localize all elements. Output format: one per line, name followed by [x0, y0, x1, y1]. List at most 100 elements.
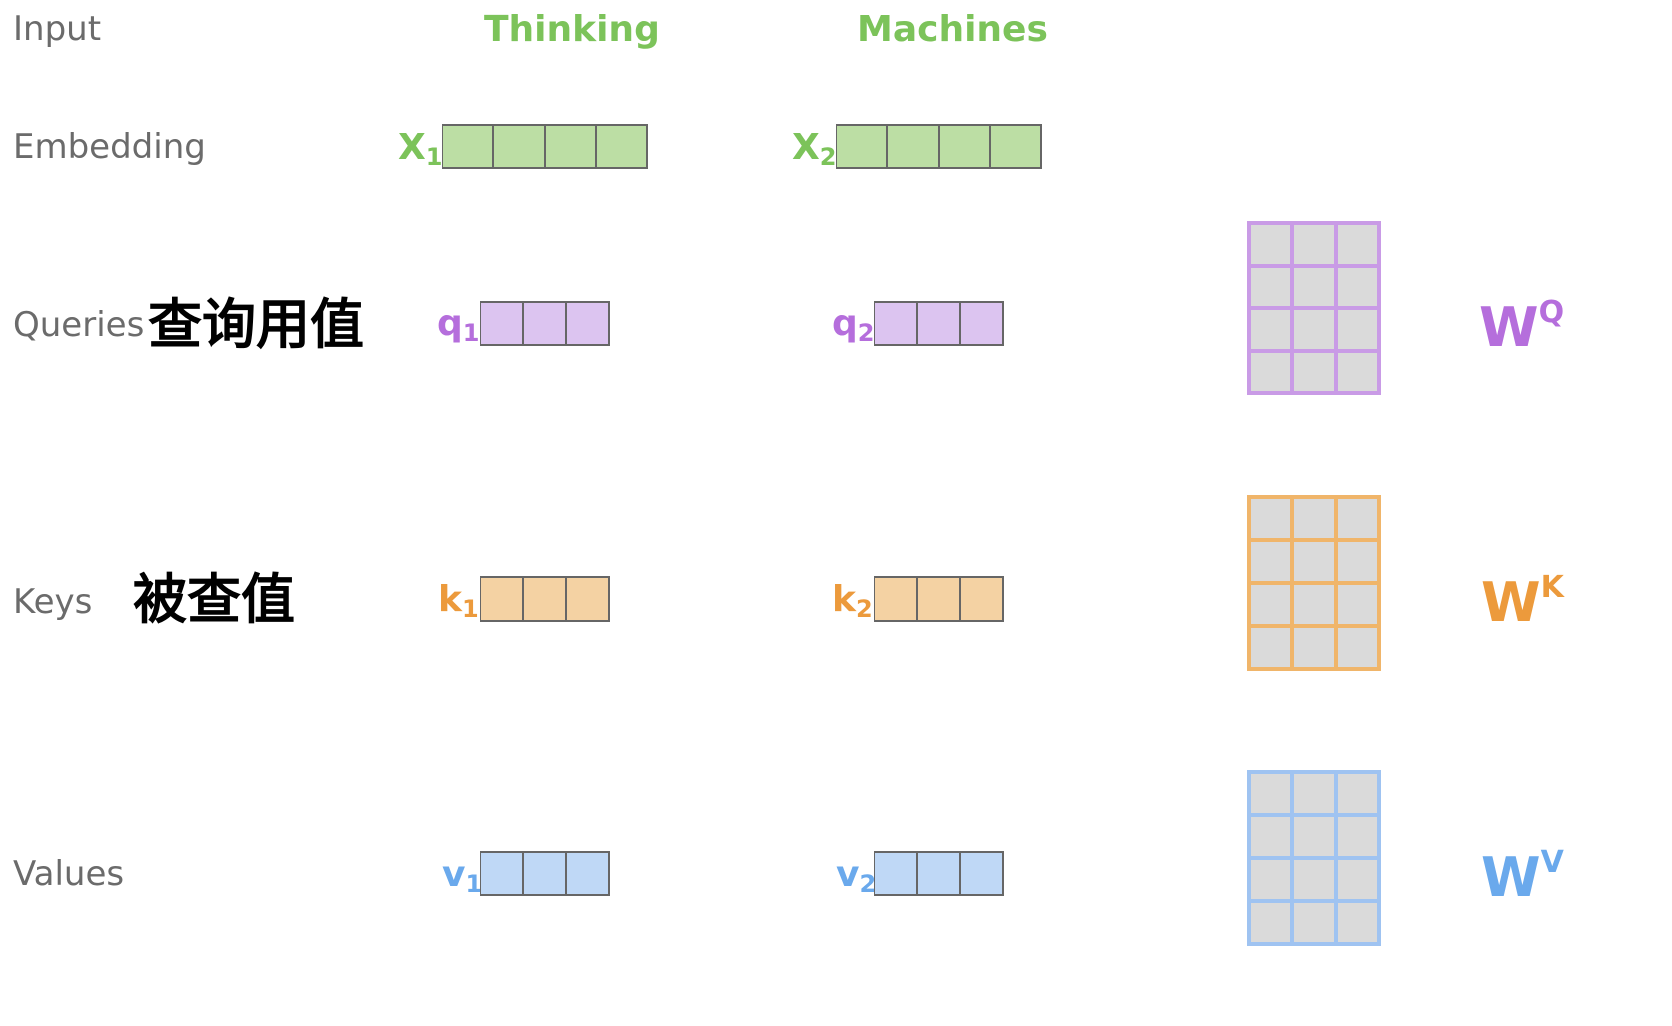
matrix-cell	[1251, 903, 1291, 942]
vector-cell	[888, 124, 940, 169]
matrix-cell	[1294, 903, 1334, 942]
x1-embedding-vector	[442, 124, 648, 169]
matrix-cell	[1337, 628, 1377, 667]
matrix-cell	[1251, 225, 1291, 264]
queries-chinese-annotation: 查询用值	[148, 293, 364, 356]
wq-weight-matrix	[1247, 221, 1381, 395]
v1-value-vector	[480, 851, 610, 896]
x1-subscript: 1	[425, 143, 443, 171]
row-label-values: Values	[13, 854, 125, 894]
q2-subscript: 2	[857, 319, 875, 347]
vector-cell	[481, 576, 524, 622]
matrix-cell	[1294, 352, 1334, 391]
k2-label: k2	[832, 582, 873, 622]
matrix-cell	[1337, 860, 1377, 899]
input-word-thinking: Thinking	[484, 9, 660, 50]
vector-cell	[918, 576, 961, 622]
matrix-cell	[1251, 542, 1291, 581]
vector-cell	[524, 301, 567, 346]
vector-cell	[990, 124, 1042, 169]
v2-base: v	[836, 854, 860, 895]
x2-subscript: 2	[819, 143, 837, 171]
matrix-cell	[1337, 542, 1377, 581]
v1-base: v	[442, 854, 466, 895]
vector-cell	[481, 851, 524, 896]
matrix-cell	[1294, 310, 1334, 349]
vector-cell	[875, 851, 918, 896]
wk-superscript: K	[1540, 570, 1564, 605]
v2-value-vector	[874, 851, 1004, 896]
matrix-cell	[1337, 774, 1377, 813]
matrix-cell	[1251, 860, 1291, 899]
input-word-machines: Machines	[857, 9, 1048, 50]
matrix-cell	[1337, 817, 1377, 856]
vector-cell	[566, 851, 610, 896]
vector-cell	[960, 851, 1004, 896]
matrix-cell	[1337, 352, 1377, 391]
matrix-cell	[1294, 817, 1334, 856]
matrix-cell	[1294, 585, 1334, 624]
matrix-cell	[1337, 310, 1377, 349]
matrix-cell	[1337, 585, 1377, 624]
wk-label: WK	[1481, 573, 1564, 630]
v1-label: v1	[442, 854, 483, 898]
keys-chinese-annotation: 被查值	[133, 568, 295, 631]
matrix-cell	[1294, 860, 1334, 899]
matrix-cell	[1251, 267, 1291, 306]
vector-cell	[524, 576, 567, 622]
row-label-embedding: Embedding	[13, 127, 206, 167]
matrix-cell	[1294, 628, 1334, 667]
vector-cell	[939, 124, 991, 169]
matrix-cell	[1337, 225, 1377, 264]
x1-base: X	[398, 127, 426, 168]
vector-cell	[566, 301, 610, 346]
vector-cell	[918, 851, 961, 896]
wq-base: W	[1479, 296, 1539, 359]
vector-cell	[443, 124, 495, 169]
vector-cell	[524, 851, 567, 896]
matrix-cell	[1251, 774, 1291, 813]
matrix-cell	[1294, 225, 1334, 264]
matrix-cell	[1251, 499, 1291, 538]
matrix-cell	[1251, 310, 1291, 349]
row-label-queries: Queries	[13, 305, 145, 345]
k1-subscript: 1	[461, 595, 479, 623]
v2-subscript: 2	[859, 870, 877, 898]
wq-superscript: Q	[1538, 295, 1565, 330]
matrix-cell	[1251, 817, 1291, 856]
vector-cell	[960, 576, 1004, 622]
vector-cell	[596, 124, 648, 169]
x2-base: X	[792, 127, 820, 168]
matrix-cell	[1294, 499, 1334, 538]
q2-query-vector	[874, 301, 1004, 346]
matrix-cell	[1251, 585, 1291, 624]
k1-base: k	[438, 579, 462, 620]
wv-label: WV	[1481, 848, 1564, 905]
vector-cell	[481, 301, 524, 346]
wv-base: W	[1481, 846, 1541, 909]
vector-cell	[494, 124, 546, 169]
q1-base: q	[437, 303, 463, 344]
v1-subscript: 1	[465, 870, 483, 898]
wk-base: W	[1481, 571, 1541, 634]
q1-subscript: 1	[462, 319, 480, 347]
x1-label: X1	[398, 127, 443, 171]
matrix-cell	[1337, 499, 1377, 538]
matrix-cell	[1337, 267, 1377, 306]
vector-cell	[837, 124, 889, 169]
q1-label: q1	[437, 303, 480, 347]
wk-weight-matrix	[1247, 495, 1381, 671]
v2-label: v2	[836, 854, 877, 898]
vector-cell	[545, 124, 597, 169]
q1-query-vector	[480, 301, 610, 346]
row-label-input: Input	[13, 9, 102, 49]
x2-embedding-vector	[836, 124, 1042, 169]
k1-label: k1	[438, 579, 479, 623]
wq-label: WQ	[1479, 298, 1564, 355]
matrix-cell	[1294, 267, 1334, 306]
matrix-cell	[1337, 903, 1377, 942]
vector-cell	[566, 576, 610, 622]
q2-base: q	[832, 303, 858, 344]
matrix-cell	[1251, 628, 1291, 667]
